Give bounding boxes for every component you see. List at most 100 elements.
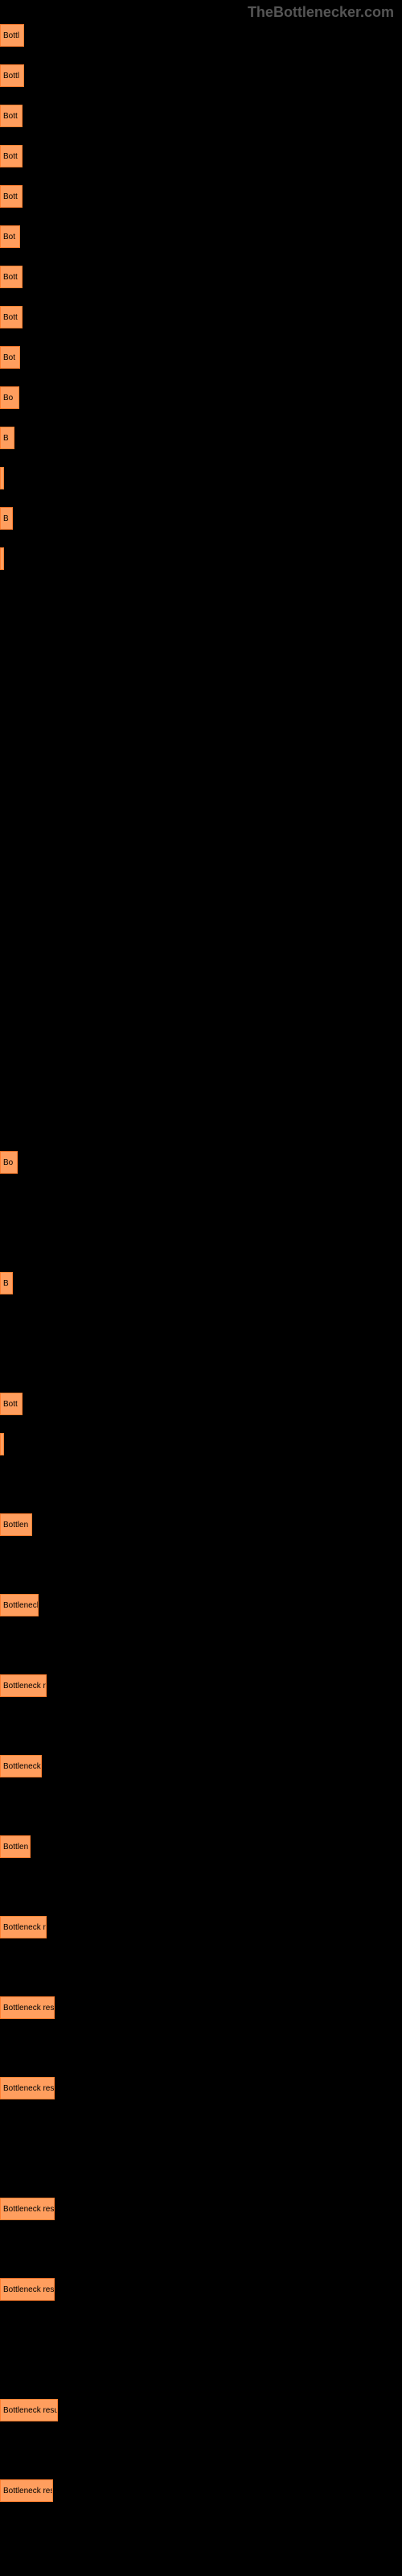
bar-row: Bottleneck res (0, 2198, 402, 2220)
bar-label: Bottleneck res (3, 2205, 54, 2214)
bar-label: Bottleneck (3, 1762, 41, 1771)
bar-label: B (3, 434, 9, 443)
bar-row: Bott (0, 105, 402, 127)
bar-label: Bottlen (3, 1521, 28, 1530)
bar-label: Bot (3, 233, 15, 242)
bar-label: Bottleneck r (3, 1923, 46, 1932)
bar-label: Bott (3, 112, 18, 121)
bar-row: Bottleneck res (0, 2077, 402, 2099)
chart-bar: Bottleneck res (0, 2278, 55, 2301)
bar-row (0, 588, 402, 610)
bar-row: Bot (0, 225, 402, 248)
bar-row (0, 1795, 402, 1818)
bar-row: Bott (0, 145, 402, 167)
chart-bar: Bottleneck (0, 1594, 39, 1616)
bar-row (0, 1111, 402, 1133)
bar-row: Bottleneck res (0, 2278, 402, 2301)
bar-row (0, 467, 402, 489)
bar-label: Bottleneck res (3, 2487, 53, 2496)
bar-row (0, 1956, 402, 1979)
chart-bar: Bottleneck (0, 1755, 42, 1777)
bar-row: B (0, 1272, 402, 1294)
bar-row (0, 1312, 402, 1335)
bar-row (0, 708, 402, 731)
bar-row: Bottleneck r (0, 1674, 402, 1697)
chart-bar: Bott (0, 306, 23, 328)
chart-bar: Bottleneck resu (0, 2399, 58, 2421)
bar-row (0, 749, 402, 771)
chart-bar (0, 1433, 4, 1455)
chart-bar: Bott (0, 1393, 23, 1415)
bar-row: B (0, 507, 402, 530)
chart-bar (0, 547, 4, 570)
bar-row (0, 628, 402, 650)
bar-row: B (0, 427, 402, 449)
bar-label: Bot (3, 353, 15, 362)
bar-row (0, 1352, 402, 1375)
bar-label: Bottleneck r (3, 1682, 46, 1690)
chart-bar: B (0, 1272, 13, 1294)
bar-label: Bo (3, 394, 13, 402)
chart-bar: Bott (0, 145, 23, 167)
bar-row: Bo (0, 386, 402, 409)
bar-row (0, 1232, 402, 1254)
bar-row (0, 2359, 402, 2381)
chart-bar: Bo (0, 386, 19, 409)
chart-bar: Bottleneck res (0, 1996, 55, 2019)
bar-row: Bott (0, 185, 402, 208)
bar-row: Bottleneck (0, 1755, 402, 1777)
chart-bar: Bottlen (0, 1835, 31, 1858)
bar-label: Bottleneck resu (3, 2406, 58, 2415)
bar-row (0, 1191, 402, 1214)
bar-row (0, 668, 402, 691)
bar-label: Bottl (3, 31, 19, 40)
bar-row: Bottlen (0, 1513, 402, 1536)
bar-row (0, 2318, 402, 2341)
bar-row: Bott (0, 1393, 402, 1415)
bar-label: Bo (3, 1158, 13, 1167)
chart-bar: Bottleneck r (0, 1916, 47, 1938)
bar-row (0, 1433, 402, 1455)
bar-row: Bottleneck resu (0, 2399, 402, 2421)
bar-row: Bottleneck res (0, 1996, 402, 2019)
chart-bar: B (0, 427, 14, 449)
bar-label: Bottleneck (3, 1601, 39, 1610)
bar-label: B (3, 1279, 9, 1288)
bar-row (0, 1876, 402, 1898)
bar-row: Bot (0, 346, 402, 369)
bar-row: Bottleneck res (0, 2479, 402, 2502)
bar-row (0, 1634, 402, 1657)
bar-label: Bott (3, 313, 18, 322)
bar-row: Bottleneck (0, 1594, 402, 1616)
chart-container: Bottl Bottl Bott Bott Bott Bot Bott Bott Bot Bo B B… (0, 0, 402, 2536)
bar-row (0, 1554, 402, 1576)
bar-row (0, 2439, 402, 2462)
chart-bar: Bot (0, 346, 20, 369)
bar-row: Bo (0, 1151, 402, 1174)
bar-row: Bottleneck r (0, 1916, 402, 1938)
chart-bar: Bottleneck res (0, 2479, 53, 2502)
chart-bar: Bott (0, 185, 23, 208)
chart-bar: Bott (0, 266, 23, 288)
bar-label: B (3, 514, 9, 523)
chart-bar: B (0, 507, 13, 530)
bar-row (0, 1071, 402, 1093)
bar-label: Bott (3, 1400, 18, 1409)
bar-label: Bottleneck res (3, 2084, 54, 2093)
bar-row (0, 869, 402, 892)
bar-label: Bottl (3, 72, 19, 80)
bar-label: Bott (3, 152, 18, 161)
bar-row (0, 1473, 402, 1496)
bar-row: Bottlen (0, 1835, 402, 1858)
bar-row (0, 2037, 402, 2059)
bar-row: Bott (0, 266, 402, 288)
bar-row (0, 2117, 402, 2140)
bar-label: Bottleneck res (3, 2004, 54, 2013)
bar-row (0, 547, 402, 570)
chart-bar: Bottleneck res (0, 2077, 55, 2099)
bar-row: Bottl (0, 24, 402, 47)
bar-row: Bottl (0, 64, 402, 87)
chart-bar: Bottlen (0, 1513, 32, 1536)
chart-bar: Bottleneck r (0, 1674, 47, 1697)
bar-row (0, 829, 402, 852)
